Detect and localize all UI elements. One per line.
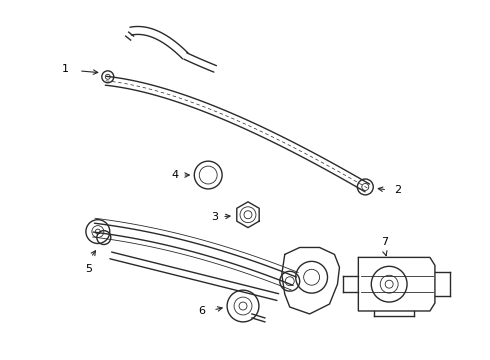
Text: 2: 2 [394,185,401,195]
Text: 6: 6 [198,306,205,316]
Text: 1: 1 [62,64,69,74]
Text: 4: 4 [171,170,178,180]
Text: 3: 3 [211,212,218,222]
Text: 5: 5 [85,264,93,274]
Text: 7: 7 [381,238,388,247]
